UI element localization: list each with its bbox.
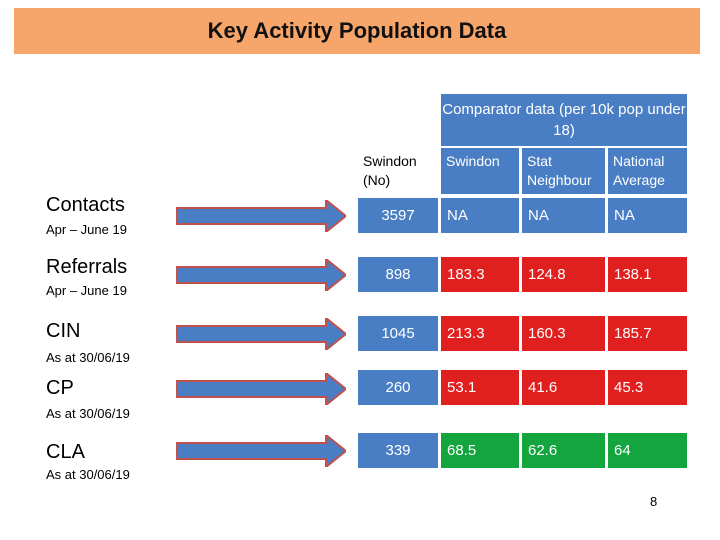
row-label-contacts: Contacts: [46, 194, 125, 216]
row-sub-cin: As at 30/06/19: [46, 350, 130, 365]
cell-referrals-swindon-no: 898: [358, 257, 438, 292]
cell-referrals-stat: 124.8: [522, 257, 605, 292]
col-header-stat-neighbour: Stat Neighbour: [522, 148, 605, 194]
cell-cp-swindon: 53.1: [441, 370, 519, 405]
row-sub-cp: As at 30/06/19: [46, 406, 130, 421]
cell-referrals-swindon: 183.3: [441, 257, 519, 292]
arrow-icon: [176, 318, 346, 350]
title-bar: Key Activity Population Data: [14, 8, 700, 54]
row-label-referrals: Referrals: [46, 256, 128, 278]
cell-cla-national: 64: [608, 433, 687, 468]
arrow-icon: [176, 200, 346, 232]
cell-cin-swindon-no: 1045: [358, 316, 438, 351]
col-header-swindon-no: Swindon (No): [363, 153, 417, 188]
arrow-icon: [176, 373, 346, 405]
row-label-cla: CLA: [46, 441, 85, 463]
arrow-icon: [176, 259, 346, 291]
cell-cin-national: 185.7: [608, 316, 687, 351]
cell-cp-national: 45.3: [608, 370, 687, 405]
cell-cp-stat: 41.6: [522, 370, 605, 405]
page-title: Key Activity Population Data: [207, 18, 507, 43]
cell-contacts-national: NA: [608, 198, 687, 233]
row-label-cp: CP: [46, 377, 74, 399]
col-header-national-average: National Average: [608, 148, 687, 194]
cell-cp-swindon-no: 260: [358, 370, 438, 405]
page-number: 8: [650, 494, 658, 509]
col-header-swindon: Swindon: [441, 148, 519, 194]
cell-cla-stat: 62.6: [522, 433, 605, 468]
cell-cla-swindon-no: 339: [358, 433, 438, 468]
arrow-icon: [176, 435, 346, 467]
row-sub-cla: As at 30/06/19: [46, 467, 130, 482]
cell-contacts-swindon: NA: [441, 198, 519, 233]
cell-cin-swindon: 213.3: [441, 316, 519, 351]
cell-cin-stat: 160.3: [522, 316, 605, 351]
cell-referrals-national: 138.1: [608, 257, 687, 292]
cell-cla-swindon: 68.5: [441, 433, 519, 468]
row-sub-contacts: Apr – June 19: [46, 222, 127, 237]
cell-contacts-swindon-no: 3597: [358, 198, 438, 233]
comparator-header: Comparator data (per 10k pop under 18): [441, 94, 687, 146]
row-label-cin: CIN: [46, 320, 81, 342]
cell-contacts-stat: NA: [522, 198, 605, 233]
row-sub-referrals: Apr – June 19: [46, 283, 127, 298]
